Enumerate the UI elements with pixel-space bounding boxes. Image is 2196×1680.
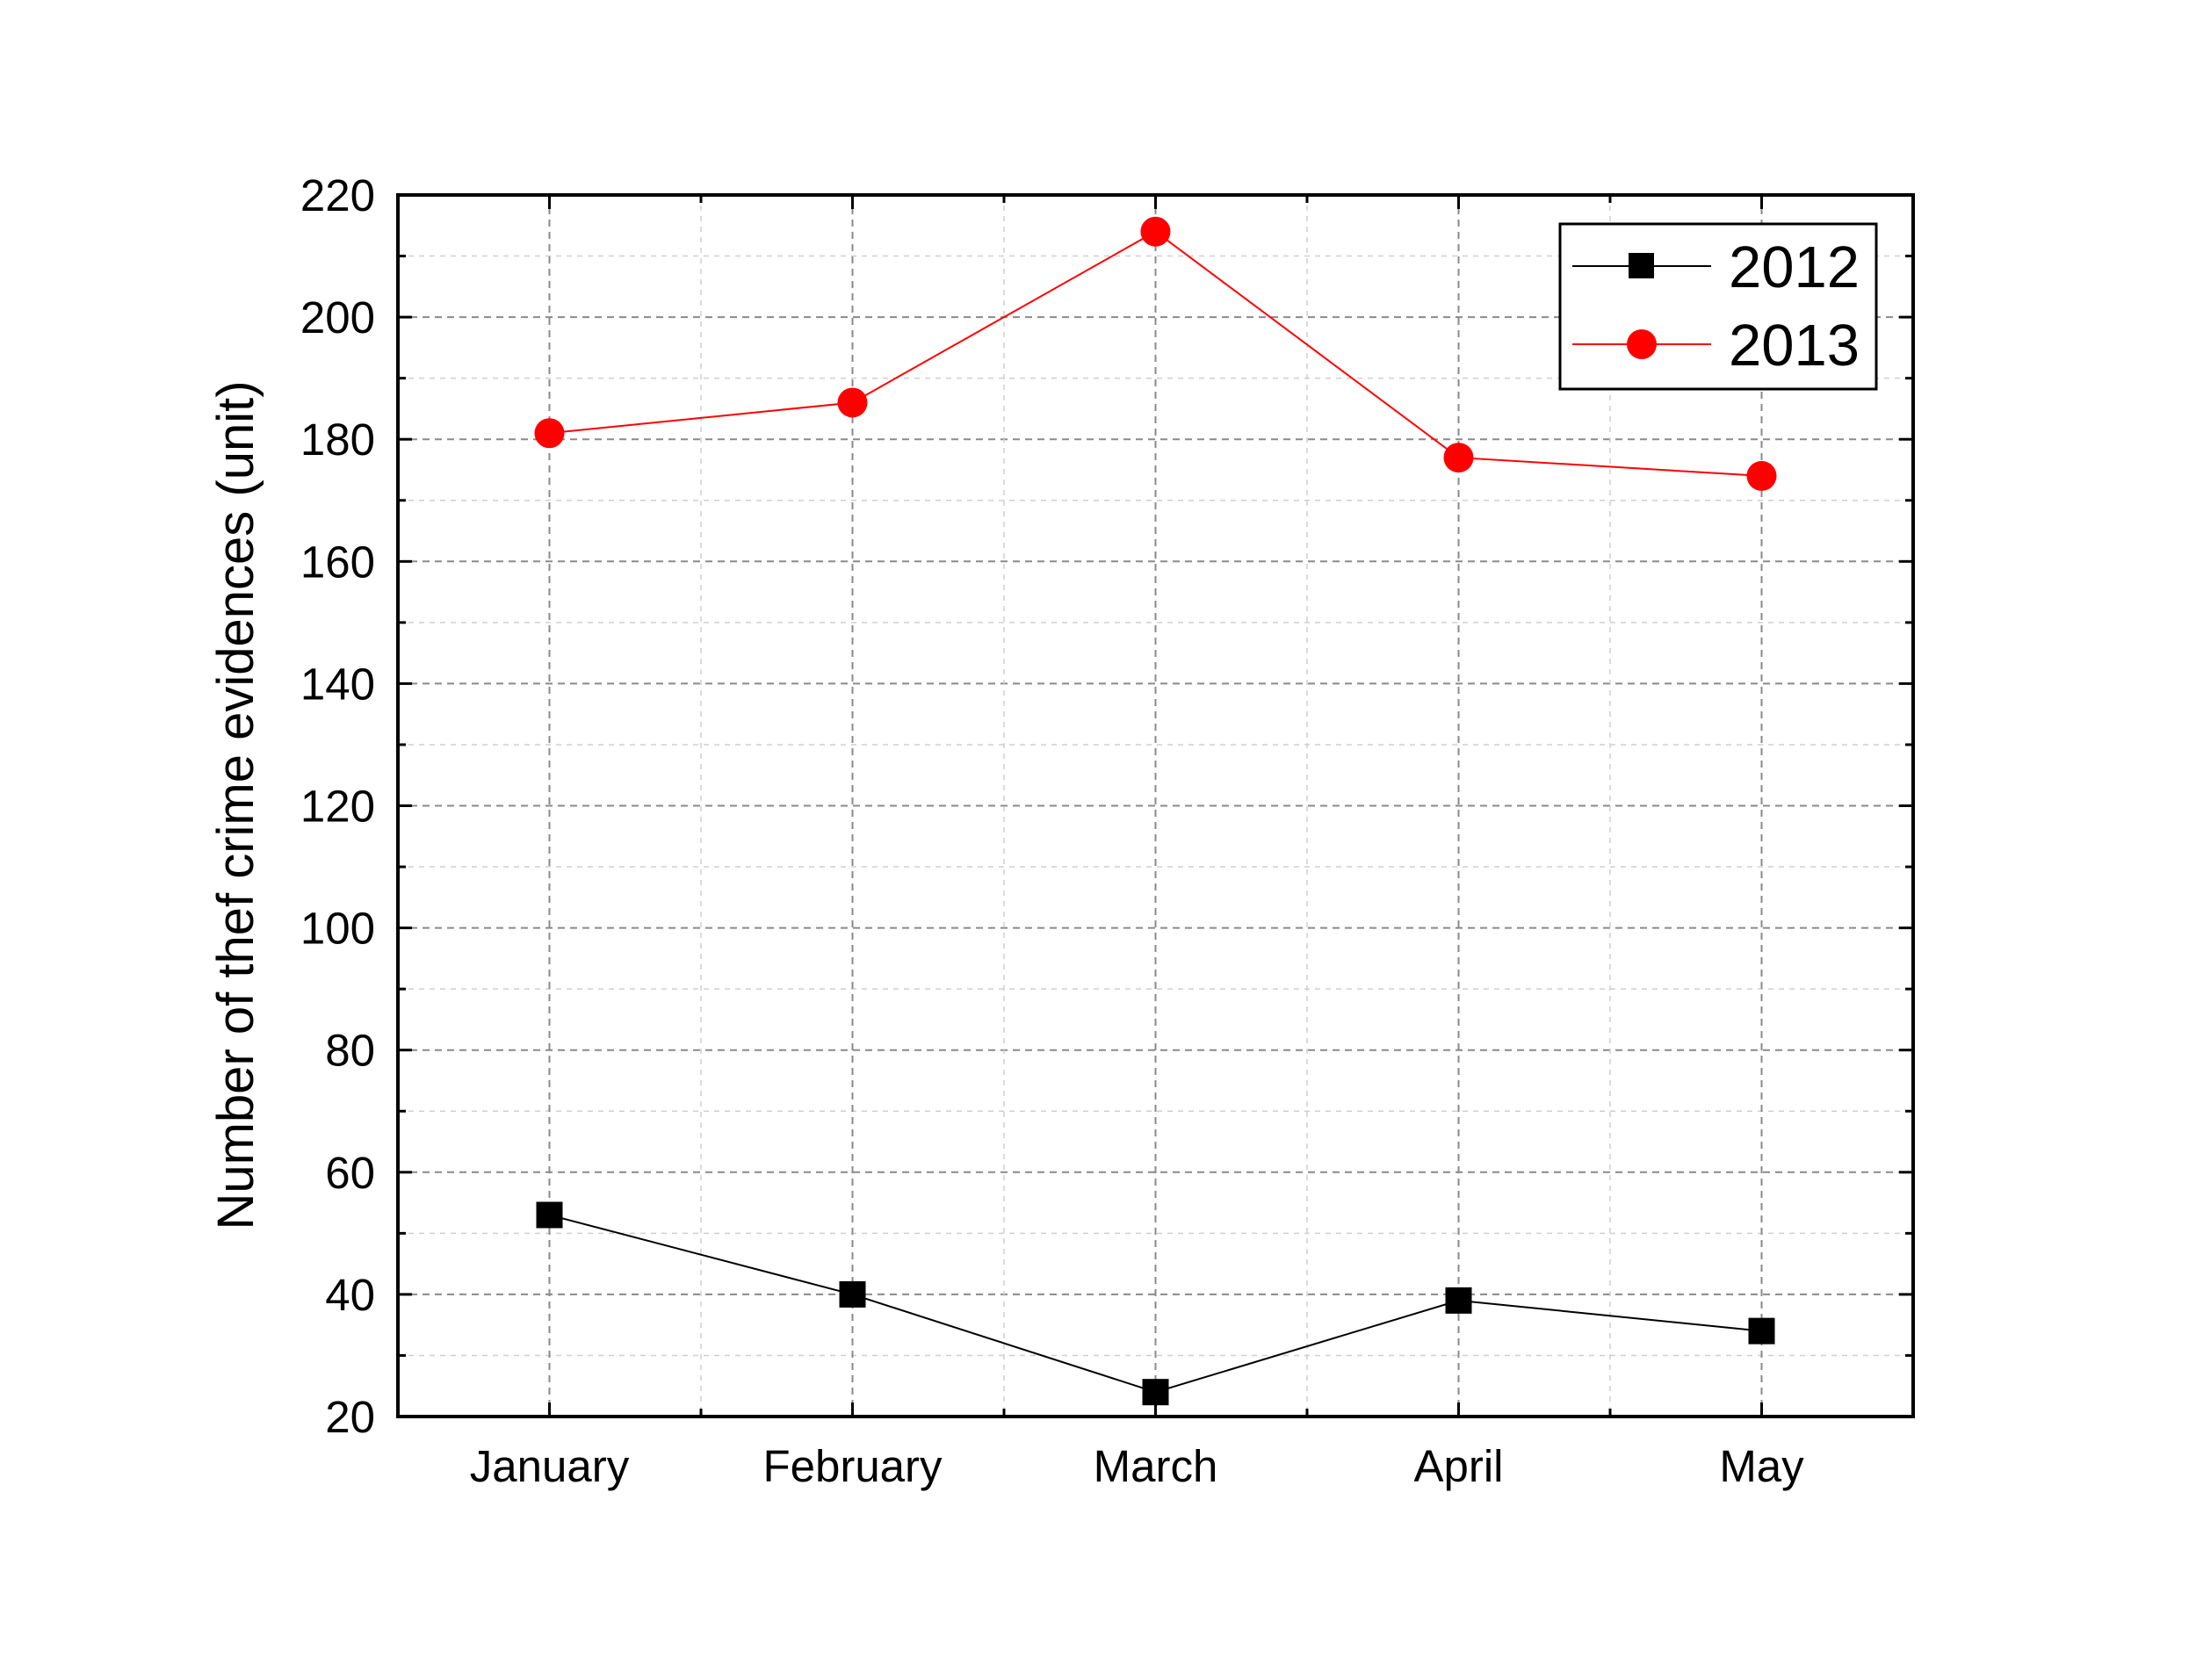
- x-tick-label: February: [762, 1441, 943, 1491]
- legend-label-2012: 2012: [1729, 234, 1860, 300]
- legend-marker-2012: [1629, 253, 1654, 278]
- y-tick-label: 40: [325, 1270, 375, 1320]
- data-point-2012: [1142, 1379, 1169, 1406]
- y-tick-label: 140: [300, 659, 375, 709]
- y-tick-label: 180: [300, 415, 375, 465]
- x-tick-label: March: [1094, 1441, 1218, 1491]
- y-tick-label: 160: [300, 537, 375, 587]
- data-point-2013: [1140, 216, 1171, 247]
- data-point-2012: [1748, 1317, 1775, 1345]
- y-tick-label: 120: [300, 782, 375, 832]
- axis-ticks: [398, 193, 1913, 1418]
- y-tick-label: 100: [300, 904, 375, 954]
- data-point-2013: [1443, 443, 1474, 473]
- x-tick-label: May: [1719, 1441, 1804, 1491]
- data-point-2013: [1746, 460, 1777, 491]
- y-tick-label: 20: [325, 1392, 375, 1442]
- y-tick-label: 60: [325, 1148, 375, 1198]
- legend-box: [1558, 222, 1878, 391]
- y-tick-label: 220: [300, 170, 375, 220]
- legend-marker-2013: [1627, 329, 1657, 359]
- data-point-2012: [536, 1201, 563, 1229]
- grid: [398, 195, 1913, 1417]
- x-tick-label: April: [1413, 1441, 1503, 1491]
- y-axis-title: Number of thef crime evidences (unit): [207, 380, 264, 1229]
- x-tick-label: January: [470, 1441, 630, 1491]
- y-tick-label: 200: [300, 292, 375, 342]
- legend: 2012 2013: [1558, 222, 1878, 391]
- data-point-2013: [837, 387, 868, 418]
- legend-label-2013: 2013: [1729, 313, 1860, 379]
- tick-labels: January February March April May 20 40 60 80 100 1…: [300, 170, 1804, 1491]
- data-point-2012: [839, 1280, 866, 1308]
- data-point-2013: [534, 418, 565, 449]
- y-tick-label: 80: [325, 1026, 375, 1076]
- data-point-2012: [1445, 1287, 1472, 1314]
- series-group: [534, 216, 1777, 1406]
